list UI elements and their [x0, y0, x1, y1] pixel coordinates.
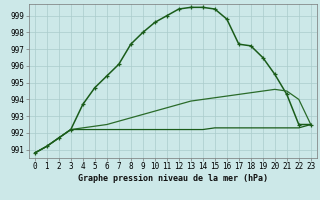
- X-axis label: Graphe pression niveau de la mer (hPa): Graphe pression niveau de la mer (hPa): [78, 174, 268, 183]
